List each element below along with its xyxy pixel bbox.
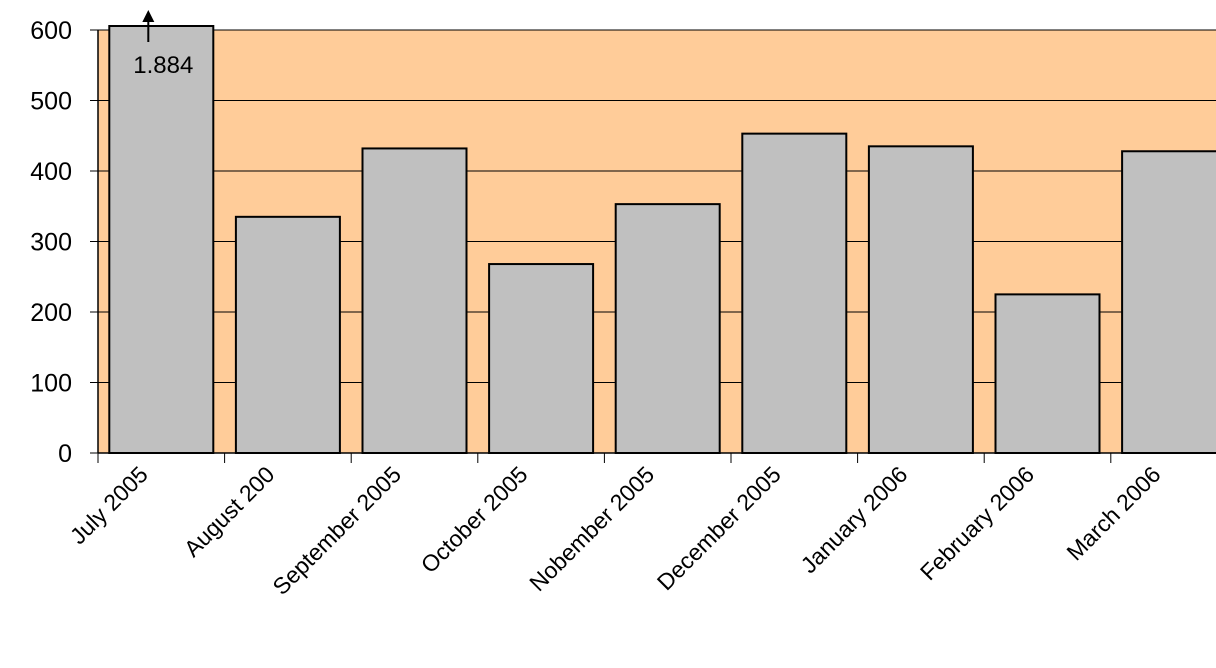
x-tick-label: March 2006 [1061, 461, 1165, 565]
x-tick-label: July 2005 [65, 461, 153, 549]
x-tick-label: September 2005 [267, 461, 406, 600]
bar [108, 25, 215, 454]
y-tick-label: 300 [30, 229, 72, 257]
x-tick-label: January 2006 [795, 461, 912, 578]
bar [614, 203, 721, 454]
x-tick-label: Nobember 2005 [524, 461, 659, 596]
y-tick-label: 400 [30, 158, 72, 186]
bar [994, 293, 1101, 454]
bar [867, 145, 974, 454]
x-tick-label: February 2006 [915, 461, 1039, 585]
bar [741, 132, 848, 454]
x-tick-label: August 200 [179, 461, 280, 562]
overflow-arrowhead [142, 10, 155, 22]
y-tick-label: 200 [30, 299, 72, 327]
y-tick-label: 0 [58, 440, 72, 468]
y-tick-label: 500 [30, 88, 72, 116]
y-tick-label: 100 [30, 370, 72, 398]
x-tick-label: December 2005 [652, 461, 786, 595]
x-tick-label: October 2005 [416, 461, 533, 578]
bar [488, 263, 595, 454]
bar [361, 147, 468, 454]
y-tick-label: 600 [30, 17, 72, 45]
bar [1121, 150, 1216, 454]
bar [234, 215, 341, 454]
data-label: 1.884 [133, 52, 193, 79]
